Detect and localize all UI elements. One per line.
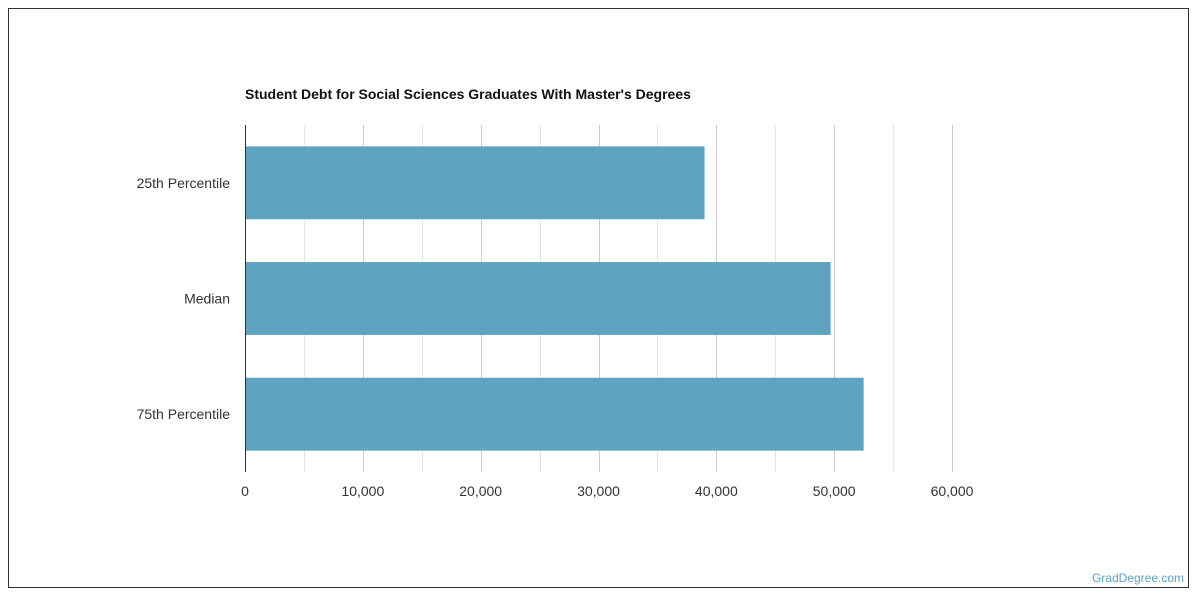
x-tick-label: 20,000 bbox=[459, 483, 502, 499]
chart-title: Student Debt for Social Sciences Graduat… bbox=[245, 86, 691, 102]
bar-2 bbox=[245, 262, 831, 335]
category-labels: 25th Percentile Median 75th Percentile bbox=[137, 175, 231, 422]
x-tick-label: 0 bbox=[241, 483, 249, 499]
bars bbox=[245, 146, 864, 451]
bar-3 bbox=[245, 377, 864, 451]
bar-1 bbox=[245, 146, 705, 220]
category-label: 75th Percentile bbox=[137, 406, 231, 422]
x-tick-label: 40,000 bbox=[695, 483, 738, 499]
x-tick-labels: 0 10,000 20,000 30,000 40,000 50,000 60,000 bbox=[241, 483, 974, 499]
category-label: Median bbox=[184, 291, 230, 307]
x-tick-label: 50,000 bbox=[813, 483, 856, 499]
category-label: 25th Percentile bbox=[137, 175, 231, 191]
x-tick-label: 60,000 bbox=[931, 483, 974, 499]
x-tick-label: 10,000 bbox=[341, 483, 384, 499]
x-tick-label: 30,000 bbox=[577, 483, 620, 499]
watermark-link[interactable]: GradDegree.com bbox=[1091, 571, 1184, 585]
